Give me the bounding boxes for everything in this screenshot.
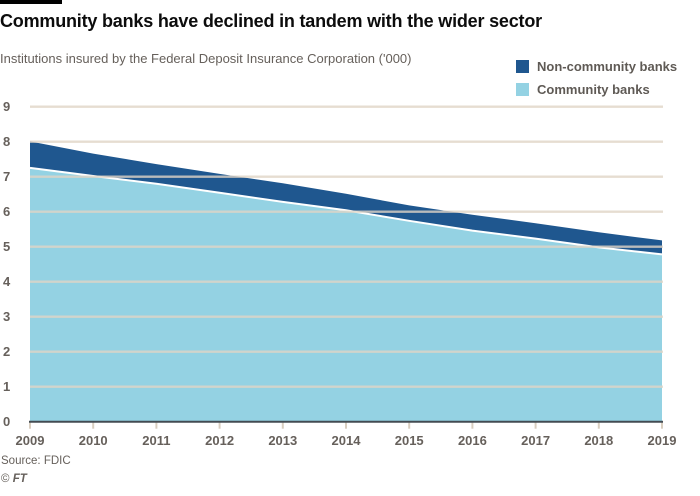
x-tick-label: 2019 (648, 433, 677, 448)
y-tick-label: 2 (3, 344, 10, 359)
x-tick-label: 2018 (584, 433, 613, 448)
y-tick-label: 1 (3, 379, 10, 394)
y-tick-label: 4 (3, 274, 11, 289)
x-tick-label: 2009 (16, 433, 45, 448)
legend-label: Community banks (537, 82, 650, 97)
y-tick-label: 9 (3, 99, 10, 114)
chart-legend: Non-community banks Community banks (516, 59, 677, 105)
legend-label: Non-community banks (537, 59, 678, 74)
x-tick-label: 2015 (395, 433, 424, 448)
y-tick-label: 5 (3, 239, 10, 254)
area-community-banks (30, 167, 662, 422)
x-tick-label: 2012 (205, 433, 234, 448)
x-tick-label: 2016 (458, 433, 487, 448)
chart-title: Community banks have declined in tandem … (0, 11, 542, 31)
x-tick-label: 2010 (79, 433, 108, 448)
legend-swatch-light-blue (516, 83, 529, 96)
legend-swatch-dark-blue (516, 60, 529, 73)
legend-item-non-community-banks: Non-community banks (516, 59, 677, 74)
area-non-community-banks (30, 141, 662, 255)
y-tick-label: 8 (3, 134, 10, 149)
source-note: Source: FDIC (1, 455, 71, 467)
ft-credit: © FT (1, 473, 27, 485)
x-tick-label: 2014 (332, 433, 362, 448)
x-tick-label: 2011 (142, 433, 170, 448)
chart-subtitle: Institutions insured by the Federal Depo… (0, 51, 412, 66)
top-rule-bar (0, 0, 62, 4)
x-tick-label: 2013 (268, 433, 297, 448)
x-tick-label: 2017 (521, 433, 550, 448)
y-tick-label: 6 (3, 204, 10, 219)
y-tick-label: 0 (3, 414, 10, 429)
ft-logo-text: FT (12, 473, 27, 485)
legend-item-community-banks: Community banks (516, 82, 677, 97)
series-separator-line (29, 166, 663, 256)
y-tick-label: 7 (3, 169, 10, 184)
y-tick-label: 3 (3, 309, 10, 324)
copyright-symbol: © (1, 473, 10, 485)
